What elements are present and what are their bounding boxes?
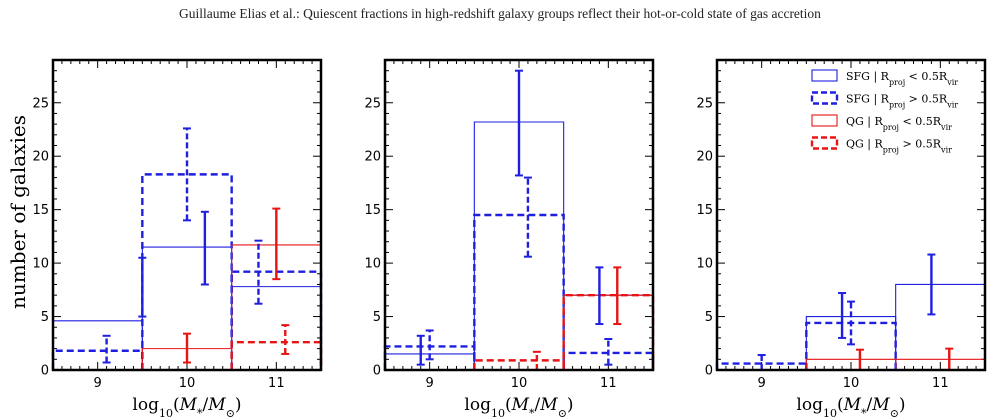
y-tick-label: 25 xyxy=(696,96,713,111)
y-tick-label: 5 xyxy=(705,310,713,325)
figure-header: Guillaume Elias et al.: Quiescent fracti… xyxy=(179,6,821,21)
bar-red-dashed-bin3 xyxy=(230,341,323,370)
legend: SFG | Rproj < 0.5Rvir SFG | Rproj > 0.5Rv… xyxy=(810,69,958,155)
y-tick-label: 25 xyxy=(364,96,381,111)
legend-label: SFG | Rproj > 0.5Rvir xyxy=(846,93,958,110)
x-axis-label: log10(M*/M⊙) xyxy=(464,395,573,419)
y-tick-label: 5 xyxy=(41,310,49,325)
x-tick-label: 9 xyxy=(758,376,766,391)
legend-label: QG | Rproj > 0.5Rvir xyxy=(846,138,952,155)
y-axis-label: number of galaxies xyxy=(6,115,30,309)
legend-swatch-red-solid xyxy=(811,114,838,127)
legend-swatch-blue-solid xyxy=(811,69,838,82)
legend-swatch-blue-dashed xyxy=(810,91,839,105)
x-tick-label: 11 xyxy=(932,376,949,391)
bar-blue-solid-bin3 xyxy=(895,283,986,370)
x-axis-label: log10(M*/M⊙) xyxy=(132,395,241,419)
chart-panel-1: 9 10 11 0 5 10 15 20 25 log10(M*/M⊙) xyxy=(32,58,323,419)
plot-frame xyxy=(383,58,655,372)
x-tick-label: 11 xyxy=(268,376,285,391)
x-tick-label: 10 xyxy=(179,376,196,391)
y-tick-label: 20 xyxy=(696,150,713,165)
plot-frame xyxy=(51,58,323,372)
x-tick-label: 11 xyxy=(600,376,617,391)
y-tick-label: 20 xyxy=(32,150,49,165)
y-tick-label: 5 xyxy=(373,310,381,325)
plot-frame xyxy=(715,58,987,372)
y-tick-label: 15 xyxy=(32,203,49,218)
bar-blue-solid-bin3 xyxy=(231,286,322,370)
x-tick-label: 10 xyxy=(511,376,528,391)
x-tick-label: 9 xyxy=(426,376,434,391)
y-tick-label: 10 xyxy=(364,257,381,272)
y-tick-label: 0 xyxy=(705,364,713,379)
x-axis-label: log10(M*/M⊙) xyxy=(796,395,905,419)
y-tick-label: 15 xyxy=(364,203,381,218)
y-tick-label: 20 xyxy=(364,150,381,165)
panels-group: 9 10 11 0 5 10 15 20 25 log10(M*/M⊙) 9 10 11 0 5 10 15 20… xyxy=(32,58,987,419)
legend-label: QG | Rproj < 0.5Rvir xyxy=(846,115,952,132)
y-tick-label: 10 xyxy=(696,257,713,272)
y-tick-label: 0 xyxy=(41,364,49,379)
chart-panel-2: 9 10 11 0 5 10 15 20 25 log10(M*/M⊙) xyxy=(364,58,655,419)
x-tick-label: 9 xyxy=(94,376,102,391)
legend-label: SFG | Rproj < 0.5Rvir xyxy=(846,70,958,87)
x-tick-label: 10 xyxy=(843,376,860,391)
legend-swatch-red-dashed xyxy=(810,136,839,150)
chart-panel-3: 9 10 11 0 5 10 15 20 25 log10(M*/M⊙) xyxy=(696,58,987,419)
y-tick-label: 15 xyxy=(696,203,713,218)
bar-blue-dashed-bin2 xyxy=(473,213,565,370)
y-tick-label: 0 xyxy=(373,364,381,379)
y-tick-label: 10 xyxy=(32,257,49,272)
y-tick-label: 25 xyxy=(32,96,49,111)
